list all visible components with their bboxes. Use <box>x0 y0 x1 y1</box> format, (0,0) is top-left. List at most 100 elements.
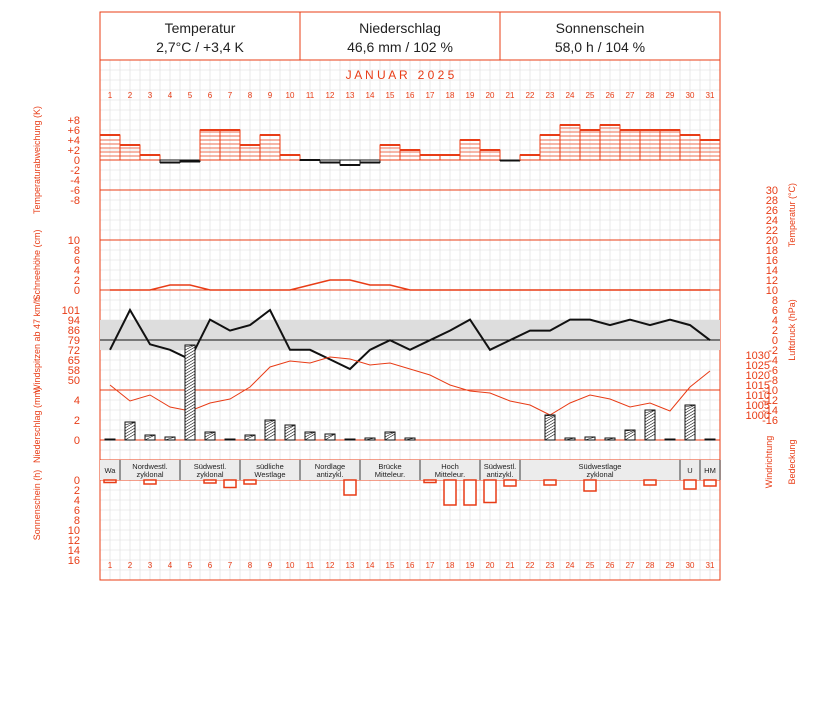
weather-type-label: Südwestl. <box>484 462 517 471</box>
precip-hatch <box>184 382 196 390</box>
day-label: 30 <box>686 91 695 100</box>
precip-hatch <box>684 404 696 411</box>
day-label: 7 <box>228 91 233 100</box>
precip-hatch <box>284 430 296 438</box>
weather-type-label: HM <box>704 466 716 475</box>
precip-tick: 0 <box>74 435 80 447</box>
precip-hatch <box>144 434 156 438</box>
temp-right-tick: -8 <box>768 375 778 387</box>
day-label: 14 <box>366 561 375 570</box>
precip-hatch <box>264 419 276 423</box>
day-label: 28 <box>646 561 655 570</box>
day-label: 24 <box>566 561 575 570</box>
temp-right-tick: 10 <box>766 285 778 297</box>
sunshine-bar <box>443 479 457 506</box>
weather-type-label: zyklonal <box>136 470 163 479</box>
day-label: 23 <box>546 561 555 570</box>
precip-hatch <box>344 438 356 441</box>
temp-right-tick: -12 <box>762 395 778 407</box>
temp-right-tick: -4 <box>768 355 778 367</box>
weather-type-label: antizykl. <box>316 470 343 479</box>
axis-label-pressure-right: Luftdruck (hPa) <box>787 299 797 361</box>
day-label: 11 <box>306 91 315 100</box>
day-label: 1 <box>108 561 113 570</box>
pressure-tick: 1020 <box>746 370 770 382</box>
day-label: 30 <box>686 561 695 570</box>
precip-hatch <box>184 344 196 348</box>
pressure-tick: 1030 <box>746 350 770 362</box>
precip-hatch <box>264 421 276 429</box>
day-label: 19 <box>466 91 475 100</box>
day-label: 4 <box>168 91 173 100</box>
precip-hatch <box>684 421 696 429</box>
pressure-tick: 1015 <box>746 380 770 392</box>
precip-hatch <box>584 436 596 441</box>
precip-hatch <box>264 433 276 441</box>
precip-hatch <box>284 433 296 441</box>
temp-right-tick: 2 <box>772 325 778 337</box>
day-label: 3 <box>148 91 153 100</box>
precip-hatch <box>544 418 556 426</box>
precip-hatch <box>684 415 696 423</box>
precip-hatch <box>544 427 556 435</box>
day-label: 18 <box>446 561 455 570</box>
precip-value: 46,6 mm / 102 % <box>347 39 453 55</box>
sunshine-bar <box>583 479 597 492</box>
axis-label-snow: Schneehöhe (cm) <box>32 229 42 300</box>
temp-right-tick: 24 <box>766 215 778 227</box>
day-label: 26 <box>606 561 615 570</box>
day-label: 31 <box>706 91 715 100</box>
sunshine-bar <box>223 479 237 489</box>
precip-hatch <box>184 352 196 360</box>
precip-hatch <box>404 437 416 441</box>
precip-hatch <box>184 385 196 393</box>
weather-type-label: Wa <box>105 466 117 475</box>
sunshine-bar <box>343 479 357 496</box>
snow-tick: 2 <box>74 275 80 287</box>
precip-hatch <box>684 424 696 432</box>
weather-type-label: Brücke <box>378 462 401 471</box>
pressure-tick: 1010 <box>746 390 770 402</box>
temperature-value: 2,7°C / +3,4 K <box>156 39 244 55</box>
wind-tick: 65 <box>68 355 80 367</box>
sunshine-bar <box>643 479 657 486</box>
temp-right-tick: 28 <box>766 195 778 207</box>
precip-hatch <box>184 427 196 435</box>
precip-hatch <box>204 433 216 441</box>
axis-label-precip: Niederschlag (mm) <box>32 387 42 463</box>
axis-label-wind: Windspitzen ab 47 km/h <box>32 297 42 393</box>
day-label: 14 <box>366 91 375 100</box>
precip-hatch <box>124 421 136 429</box>
precip-hatch <box>184 391 196 399</box>
temp-right-tick: -6 <box>768 365 778 377</box>
precip-hatch <box>644 430 656 438</box>
day-label: 25 <box>586 561 595 570</box>
precip-hatch <box>364 437 376 441</box>
sunshine-bar <box>483 479 497 504</box>
precip-hatch <box>144 434 156 441</box>
temp-dev-tick: +4 <box>67 135 80 147</box>
sunshine-bar <box>103 479 117 484</box>
day-label: 29 <box>666 561 675 570</box>
sunshine-bar <box>243 479 257 485</box>
day-label: 9 <box>268 91 273 100</box>
precip-hatch <box>104 438 116 441</box>
day-label: 16 <box>406 561 415 570</box>
weather-type-label: zyklonal <box>196 470 223 479</box>
precip-hatch <box>184 373 196 381</box>
temp-dev-tick: -8 <box>70 195 80 207</box>
weather-type-label: Mitteleur. <box>375 470 405 479</box>
weather-type-label: zyklonal <box>586 470 613 479</box>
temp-right-tick: 16 <box>766 255 778 267</box>
precip-hatch <box>644 409 656 417</box>
day-label: 25 <box>586 91 595 100</box>
precip-hatch <box>124 421 136 426</box>
precip-hatch <box>184 409 196 417</box>
temp-right-tick: 20 <box>766 235 778 247</box>
precip-hatch <box>644 427 656 435</box>
day-label: 29 <box>666 91 675 100</box>
pressure-tick: 1000 <box>746 410 770 422</box>
precip-hatch <box>184 430 196 438</box>
precip-hatch <box>264 424 276 432</box>
precip-hatch <box>284 424 296 432</box>
